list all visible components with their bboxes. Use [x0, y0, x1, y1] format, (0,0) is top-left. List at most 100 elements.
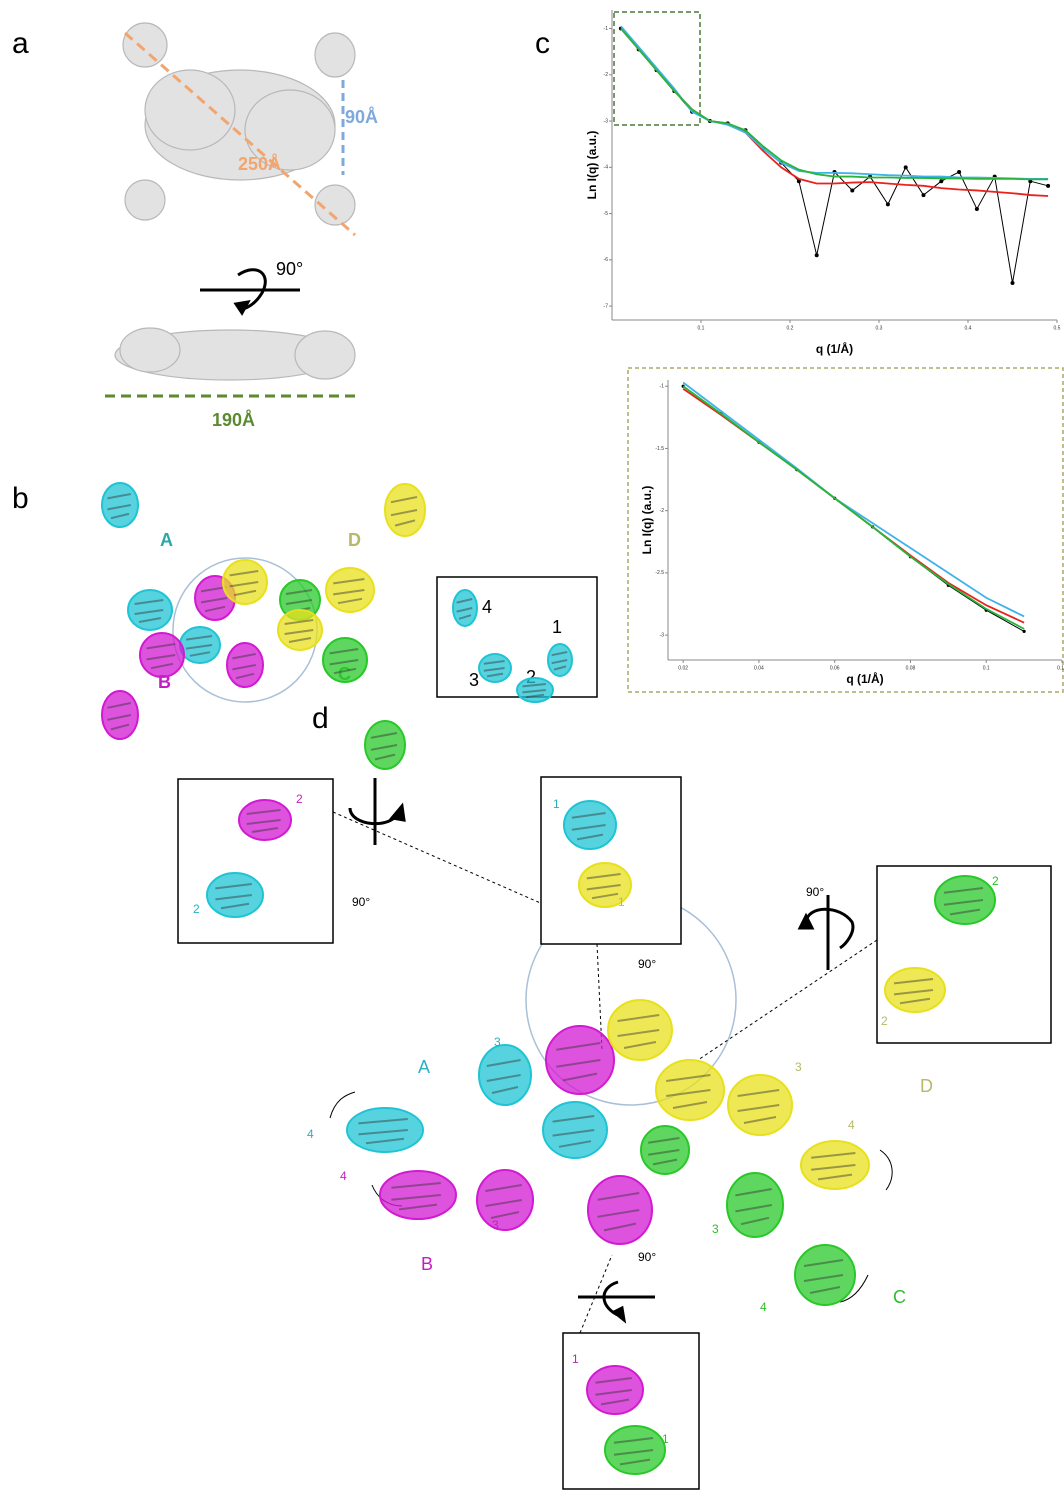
protein-domain: [727, 1173, 783, 1237]
data-point: [1011, 281, 1015, 285]
protein-domain: [223, 560, 267, 604]
zoom-frame: [628, 368, 1063, 692]
domain-label: 4: [307, 1127, 314, 1141]
domain-label: 2: [296, 792, 303, 806]
panel-label: d: [312, 702, 329, 735]
protein-domain: [548, 644, 572, 676]
domain-label: 4: [848, 1118, 855, 1132]
protein-domain: [102, 483, 138, 527]
rotation-label: 90°: [638, 1250, 656, 1264]
x-tick-label: 0.02: [678, 665, 688, 671]
y-tick-label: -3: [660, 632, 665, 638]
protein-domain: [140, 633, 184, 677]
data-point: [922, 193, 926, 197]
x-tick-label: 0.04: [754, 665, 764, 671]
domain-label: 1: [618, 895, 625, 909]
mesh-blob: [145, 70, 235, 150]
x-tick-label: 0.08: [906, 665, 916, 671]
protein-domain: [605, 1426, 665, 1474]
protein-domain: [564, 801, 616, 849]
y-tick-label: -7: [604, 303, 609, 309]
mesh-blob: [295, 331, 355, 379]
y-tick-label: -2: [604, 72, 609, 78]
protein-domain: [128, 590, 172, 630]
domain-label: 3: [795, 1060, 802, 1074]
protein-domain: [453, 590, 477, 626]
domain-label: 2: [881, 1014, 888, 1028]
domain-label: 2: [193, 902, 200, 916]
data-point: [975, 207, 979, 211]
series-line: [683, 382, 1024, 616]
domain-label: 3: [494, 1035, 501, 1049]
y-tick-label: -1.5: [655, 446, 664, 452]
protein-domain: [347, 1108, 423, 1152]
protein-domain: [543, 1102, 607, 1158]
rotation-label: 90°: [638, 957, 656, 971]
figure: a 250Å 90Å 90° 190Å b A D B C 4 1 3 2 c …: [0, 0, 1064, 1490]
x-tick-label: 0.12: [1057, 665, 1064, 671]
y-axis-label: Ln I(q) (a.u.): [640, 486, 654, 555]
protein-domain: [641, 1126, 689, 1174]
rotation-label: 90°: [806, 885, 824, 899]
protein-domain: [546, 1026, 614, 1094]
x-tick-label: 0.4: [965, 325, 972, 331]
panel-label: c: [535, 27, 550, 60]
protein-domain: [885, 968, 945, 1012]
protein-domain: [587, 1366, 643, 1414]
protein-domain: [365, 721, 405, 769]
y-tick-label: -1: [660, 384, 665, 390]
rotation-label: 90°: [276, 259, 303, 279]
measure-label: 250Å: [238, 154, 281, 174]
data-point: [850, 188, 854, 192]
protein-domain: [795, 1245, 855, 1305]
y-tick-label: -2: [660, 508, 665, 514]
measure-label: 190Å: [212, 410, 255, 430]
x-tick-label: 0.06: [830, 665, 840, 671]
domain-label: 3: [492, 1218, 499, 1232]
protein-domain: [479, 1045, 531, 1105]
panel-label: a: [12, 27, 29, 60]
chain-label: C: [893, 1287, 906, 1307]
mesh-blob: [120, 328, 180, 372]
protein-domain: [102, 691, 138, 739]
protein-domain: [239, 800, 291, 840]
data-point: [957, 170, 961, 174]
chain-label: B: [421, 1254, 433, 1274]
y-tick-label: -3: [604, 118, 609, 124]
data-point: [886, 202, 890, 206]
data-point: [939, 179, 943, 183]
y-tick-label: -6: [604, 257, 609, 263]
protein-domain: [656, 1060, 724, 1120]
protein-domain: [801, 1141, 869, 1189]
data-point: [904, 165, 908, 169]
mesh-blob: [123, 23, 167, 67]
y-tick-label: -2.5: [655, 570, 664, 576]
domain-label: 1: [552, 617, 562, 637]
protein-structures: [102, 483, 995, 1474]
x-tick-label: 0.1: [983, 665, 990, 671]
domain-label: 1: [553, 797, 560, 811]
x-tick-label: 0.5: [1054, 325, 1061, 331]
x-axis-label: q (1/Å): [846, 671, 883, 686]
data-point: [1046, 184, 1050, 188]
data-point: [1023, 630, 1026, 633]
protein-domain: [180, 627, 220, 663]
protein-domain: [326, 568, 374, 612]
protein-domain: [479, 654, 511, 682]
protein-domain: [323, 638, 367, 682]
saxs-charts: -1-2-3-4-5-6-70.10.20.30.40.5q (1/Å)Ln I…: [585, 10, 1064, 686]
measure-label: 90Å: [345, 107, 378, 127]
rotation-label: 90°: [352, 895, 370, 909]
protein-domain: [935, 876, 995, 924]
chain-label: D: [920, 1076, 933, 1096]
mesh-blob: [315, 33, 355, 77]
series-line: [683, 386, 1024, 629]
series-line: [621, 29, 1048, 283]
protein-domain: [385, 484, 425, 536]
domain-label: 1: [572, 1352, 579, 1366]
x-tick-label: 0.3: [876, 325, 883, 331]
protein-domain: [588, 1176, 652, 1244]
x-tick-label: 0.1: [698, 325, 705, 331]
mesh-blob: [125, 180, 165, 220]
protein-domain: [608, 1000, 672, 1060]
